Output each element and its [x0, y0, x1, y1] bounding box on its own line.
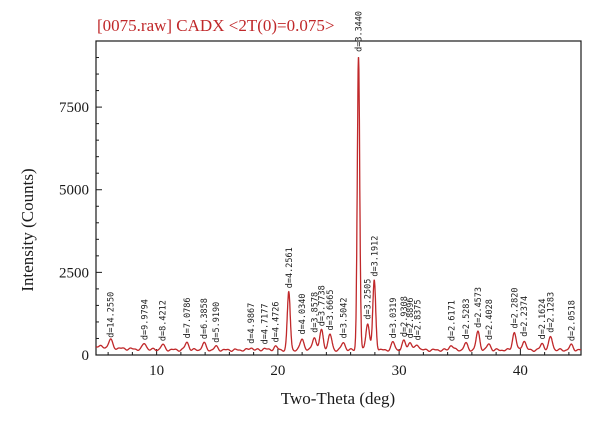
peak-label: d=2.4573: [474, 287, 484, 328]
y-tick-label: 5000: [59, 183, 89, 199]
peak-label: d=2.0518: [567, 300, 577, 341]
y-axis-ticks: 0 2500 5000 7500: [59, 57, 102, 364]
peak-label: d=6.3858: [200, 298, 210, 339]
peak-labels: d=14.2550 d=9.9794 d=8.4212 d=7.0786 d=6.385…: [107, 11, 578, 344]
y-tick-label: 2500: [59, 265, 89, 281]
peak-label: d=3.2505: [364, 279, 374, 320]
peak-label: d=4.4726: [271, 301, 281, 342]
peak-label: d=3.3440: [355, 11, 365, 52]
y-tick-label: 0: [82, 348, 90, 364]
peak-label: d=14.2550: [107, 292, 117, 338]
peak-label: d=9.9794: [141, 299, 151, 340]
peak-label: d=2.8896: [406, 297, 416, 338]
peak-label: d=3.6665: [326, 290, 336, 331]
plot-frame: [95, 40, 582, 356]
peak-label: d=3.8578: [310, 292, 320, 333]
peak-label: d=2.1283: [547, 292, 557, 333]
peak-label: d=3.7738: [318, 285, 328, 326]
x-axis-label: Two-Theta (deg): [281, 389, 395, 408]
peak-label: d=2.9308: [400, 296, 410, 337]
peak-label: d=4.0340: [298, 294, 308, 335]
peak-label: d=2.2820: [510, 288, 520, 329]
y-axis-label: Intensity (Counts): [18, 168, 37, 291]
peak-label: d=4.7177: [261, 303, 271, 344]
diffraction-trace: [95, 57, 582, 353]
y-tick-label: 7500: [59, 100, 89, 116]
chart-title: [0075.raw] CADX <2T(0)=0.075>: [97, 16, 334, 35]
peak-label: d=2.2374: [520, 296, 530, 337]
peak-label: d=4.9867: [247, 303, 257, 344]
peak-label: d=7.0786: [183, 297, 193, 338]
peak-label: d=2.6171: [447, 300, 457, 341]
peak-label: d=2.8375: [413, 299, 423, 340]
x-tick-label: 40: [513, 363, 528, 379]
peak-label: d=2.4028: [485, 299, 495, 340]
peak-label: d=4.2561: [285, 247, 295, 288]
peak-label: d=5.9190: [212, 302, 222, 343]
peak-label: d=2.5283: [462, 298, 472, 339]
x-tick-label: 20: [270, 363, 285, 379]
x-tick-label: 30: [392, 363, 407, 379]
x-tick-label: 10: [149, 363, 164, 379]
peak-label: d=3.5042: [339, 297, 349, 338]
peak-label: d=8.4212: [159, 300, 169, 341]
peak-label: d=3.0319: [389, 297, 399, 338]
peak-label: d=2.1624: [538, 298, 548, 339]
x-axis-ticks: 10 20 30 40: [107, 349, 570, 379]
peak-label: d=3.1912: [370, 236, 380, 277]
